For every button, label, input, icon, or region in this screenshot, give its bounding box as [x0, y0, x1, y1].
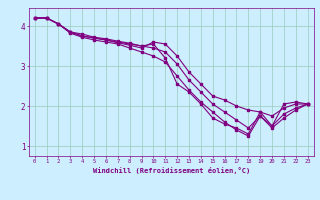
X-axis label: Windchill (Refroidissement éolien,°C): Windchill (Refroidissement éolien,°C)	[92, 167, 250, 174]
